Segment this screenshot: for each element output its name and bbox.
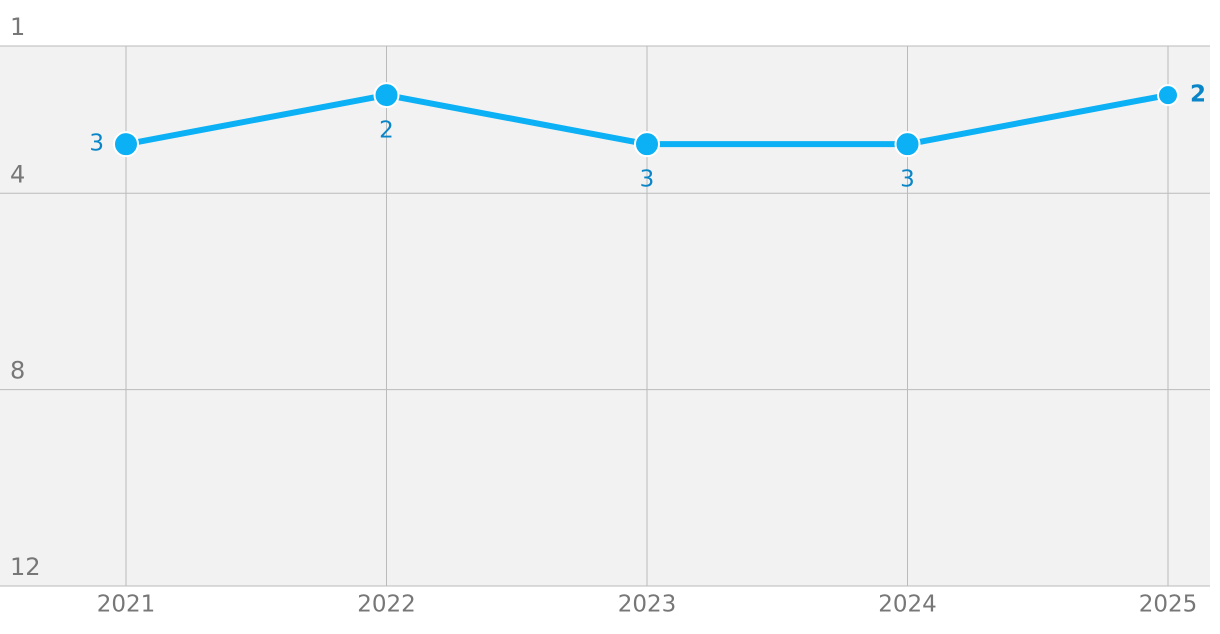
- point: [894, 131, 921, 158]
- data-label: 3: [900, 167, 915, 193]
- x-tick-label: 2023: [618, 592, 677, 618]
- y-tick-label: 8: [10, 357, 25, 385]
- plot-area: [0, 46, 1210, 586]
- x-tick-label: 2022: [357, 592, 416, 618]
- point: [1157, 84, 1179, 107]
- y-tick-label: 4: [10, 160, 25, 188]
- x-tick-label: 2024: [878, 592, 937, 618]
- point: [373, 82, 400, 109]
- point: [113, 131, 139, 158]
- x-tick-label: 2021: [97, 592, 156, 618]
- data-label: 3: [89, 131, 104, 157]
- x-tick-label: 2025: [1139, 592, 1198, 618]
- data-label: 3: [640, 167, 655, 193]
- data-label: 2: [379, 118, 394, 144]
- y-tick-label: 12: [10, 553, 41, 581]
- data-label: 2: [1190, 82, 1206, 108]
- point: [634, 131, 660, 158]
- y-tick-label: 1: [10, 13, 25, 41]
